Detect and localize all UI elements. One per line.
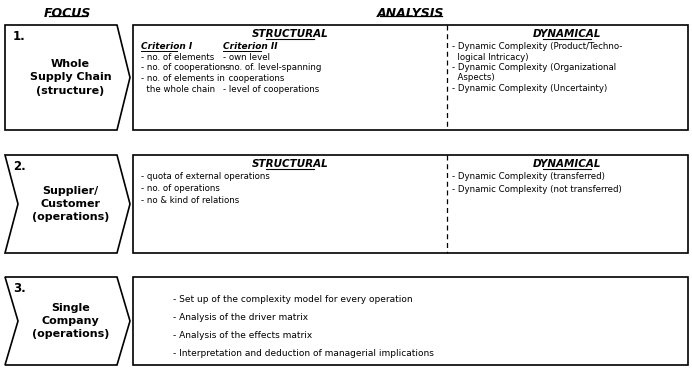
Text: DYNAMICAL: DYNAMICAL	[533, 29, 601, 39]
Text: logical Intricacy): logical Intricacy)	[452, 52, 528, 62]
Text: Whole
Supply Chain
(structure): Whole Supply Chain (structure)	[30, 59, 111, 96]
Text: - no & kind of relations: - no & kind of relations	[141, 196, 239, 205]
Polygon shape	[5, 25, 130, 130]
Bar	[133, 155, 688, 253]
Text: - no. of cooperations: - no. of cooperations	[141, 63, 230, 73]
Text: - no. of elements in: - no. of elements in	[141, 74, 225, 83]
Bar	[133, 277, 688, 365]
Text: - Dynamic Complexity (Organizational: - Dynamic Complexity (Organizational	[452, 63, 616, 72]
Text: DYNAMICAL: DYNAMICAL	[533, 159, 601, 169]
Text: STRUCTURAL: STRUCTURAL	[251, 159, 328, 169]
Text: the whole chain: the whole chain	[141, 84, 215, 93]
Text: - no. of elements: - no. of elements	[141, 53, 215, 62]
Text: cooperations: cooperations	[223, 74, 284, 83]
Text: - Dynamic Complexity (Uncertainty): - Dynamic Complexity (Uncertainty)	[452, 84, 607, 93]
Text: ANALYSIS: ANALYSIS	[377, 7, 444, 20]
Text: - Dynamic Complexity (not transferred): - Dynamic Complexity (not transferred)	[452, 185, 621, 194]
Text: - Analysis of the effects matrix: - Analysis of the effects matrix	[173, 331, 312, 340]
Text: 2.: 2.	[13, 160, 26, 173]
Text: FOCUS: FOCUS	[44, 7, 91, 20]
Text: - no. of operations: - no. of operations	[141, 184, 220, 193]
Text: - Interpretation and deduction of managerial implications: - Interpretation and deduction of manage…	[173, 349, 434, 358]
Text: - Analysis of the driver matrix: - Analysis of the driver matrix	[173, 313, 308, 322]
Text: 3.: 3.	[13, 282, 26, 295]
Text: Criterion I: Criterion I	[141, 42, 192, 51]
Text: Single
Company
(operations): Single Company (operations)	[32, 303, 109, 339]
Text: - Dynamic Complexity (transferred): - Dynamic Complexity (transferred)	[452, 172, 604, 181]
Bar	[133, 25, 688, 130]
Polygon shape	[5, 155, 130, 253]
Text: Criterion II: Criterion II	[223, 42, 277, 51]
Text: Supplier/
Customer
(operations): Supplier/ Customer (operations)	[32, 186, 109, 222]
Text: - Dynamic Complexity (Product/Techno-: - Dynamic Complexity (Product/Techno-	[452, 42, 622, 51]
Text: Aspects): Aspects)	[452, 73, 494, 82]
Text: 1.: 1.	[13, 30, 26, 43]
Text: - quota of external operations: - quota of external operations	[141, 172, 270, 181]
Text: - Set up of the complexity model for every operation: - Set up of the complexity model for eve…	[173, 295, 412, 304]
Text: STRUCTURAL: STRUCTURAL	[251, 29, 328, 39]
Text: - own level: - own level	[223, 53, 270, 62]
Text: - level of cooperations: - level of cooperations	[223, 84, 319, 93]
Text: - no. of. level-spanning: - no. of. level-spanning	[223, 63, 321, 73]
Polygon shape	[5, 277, 130, 365]
